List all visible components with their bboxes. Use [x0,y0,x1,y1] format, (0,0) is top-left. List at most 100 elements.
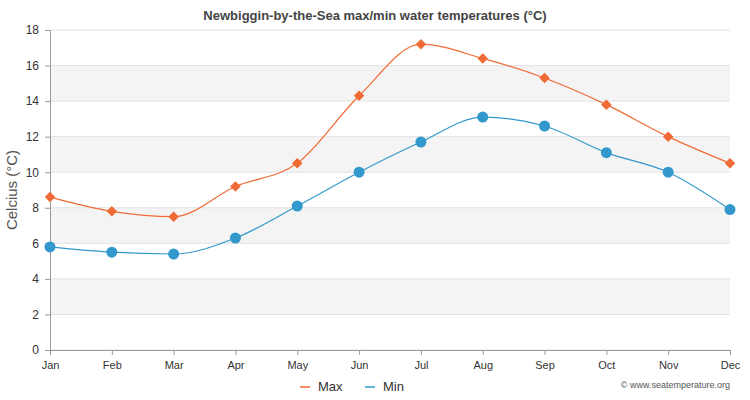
y-tick-mark [45,66,50,67]
x-tick-mark [112,350,113,355]
grid-band [50,66,730,102]
y-tick-label: 0 [32,343,39,357]
y-tick: 12 [26,130,50,144]
y-tick: 8 [32,201,50,215]
point [106,247,117,258]
point [230,181,240,191]
x-tick: Feb [103,350,122,371]
x-tick-mark [483,350,484,355]
grid-line [50,207,730,208]
y-tick-mark [45,350,50,351]
x-tick-label: Jul [414,359,428,371]
y-tick-mark [45,279,50,280]
x-tick-label: Dec [721,359,741,371]
x-tick-mark [545,350,546,355]
x-tick-mark [668,350,669,355]
point [292,158,302,168]
y-axis-line [45,31,51,351]
x-tick: Oct [598,350,615,371]
point [601,99,611,109]
point [416,39,426,49]
point [725,204,736,215]
y-tick-mark [45,314,50,315]
chart: Newbiggin-by-the-Sea max/min water tempe… [0,0,750,400]
y-axis: 0 2 4 6 8 10 12 14 16 18 [26,23,51,357]
x-tick-mark [606,350,607,355]
point [725,158,735,168]
annotation: © www.seatemperature.org [621,380,730,390]
x-tick-label: Mar [165,359,184,371]
point [45,192,55,202]
legend-label: Min [383,379,404,394]
grid-line [50,136,730,137]
x-tick-mark [359,350,360,355]
point [45,241,56,252]
x-tick-label: Sep [535,359,555,371]
y-tick-mark [45,30,50,31]
x-tick: Jul [414,350,428,371]
legend-symbol [365,386,375,388]
y-tick: 10 [26,166,50,180]
y-tick-label: 16 [26,59,40,73]
point [601,147,612,158]
point [539,73,549,83]
y-tick: 4 [32,272,50,286]
point [477,53,487,63]
x-tick-label: Nov [659,359,679,371]
point [168,249,179,260]
x-tick: Jan [42,350,60,371]
plot-area [45,39,736,260]
x-tick-label: Aug [473,359,493,371]
grid-line [50,65,730,66]
x-tick-label: Apr [227,359,244,371]
y-tick-label: 6 [32,237,39,251]
y-tick-label: 2 [32,308,39,322]
x-tick: Dec [721,350,741,371]
y-tick-label: 10 [26,166,40,180]
x-tick: Apr [227,350,244,371]
y-tick-label: 14 [26,94,40,108]
x-tick-mark [50,350,51,355]
point [663,167,674,178]
point [539,121,550,132]
y-tick: 16 [26,59,50,73]
y-tick-label: 18 [26,23,40,37]
y-tick-label: 8 [32,201,39,215]
x-tick-mark [297,350,298,355]
grid-band [50,208,730,244]
x-tick-mark [730,350,731,355]
point [477,112,488,123]
x-tick-mark [421,350,422,355]
point [354,167,365,178]
point [354,91,364,101]
series-line [50,117,730,254]
x-tick: Nov [659,350,679,371]
grid-line [50,243,730,244]
y-tick-mark [45,172,50,173]
point [230,233,241,244]
y-tick-mark [45,208,50,209]
y-tick-mark [45,137,50,138]
point [292,201,303,212]
grid-line [50,172,730,173]
point [415,137,426,148]
x-tick-mark [174,350,175,355]
point [107,206,117,216]
grid-line [50,101,730,102]
x-tick: Jun [351,350,369,371]
grid-band [50,137,730,173]
grid-line [50,278,730,279]
x-tick: May [287,350,308,371]
x-tick-label: Feb [103,359,122,371]
legend-symbol [300,386,310,388]
x-tick-label: Jan [42,359,60,371]
y-tick: 18 [26,23,50,37]
x-axis-line [51,351,731,356]
grid-line [50,30,730,31]
legend: Max Min [300,379,404,394]
y-axis-title: Celcius (°C) [3,150,20,230]
x-tick-label: Jun [351,359,369,371]
legend-label: Max [318,379,343,394]
x-tick: Aug [473,350,493,371]
title: Newbiggin-by-the-Sea max/min water tempe… [203,8,546,23]
